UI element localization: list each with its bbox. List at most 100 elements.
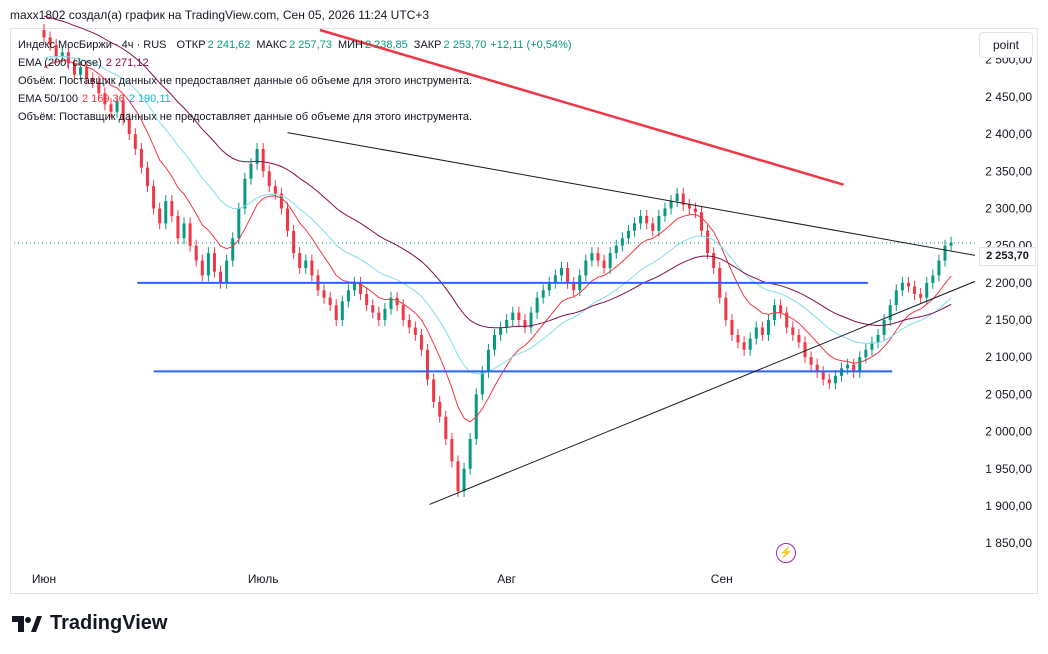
lightning-icon[interactable]: ⚡ (776, 543, 796, 563)
candle-body (608, 253, 612, 268)
chart-attribution: maxx1802 создал(а) график на TradingView… (10, 8, 430, 22)
y-tick-label: 1 950,00 (985, 462, 1032, 476)
candle-body (894, 290, 898, 306)
candle-body (906, 282, 910, 287)
candle-body (127, 119, 131, 135)
y-tick-label: 2 300,00 (985, 201, 1032, 215)
candle-body (438, 401, 442, 417)
candle-body (194, 245, 198, 261)
candle-body (511, 312, 515, 321)
candle-body (152, 186, 156, 209)
y-tick-label: 2 400,00 (985, 127, 1032, 141)
ohlc-label-2: МИН (337, 39, 363, 51)
brand-name: TradingView (50, 612, 168, 634)
candle-body (91, 78, 95, 83)
candle-body (541, 290, 545, 298)
candle-body (279, 193, 283, 209)
candle-body (651, 223, 655, 231)
ohlc-value-0: 2 241,62 (207, 39, 251, 51)
candle-body (584, 260, 588, 276)
candle-body (401, 305, 405, 321)
candle-body (359, 282, 363, 294)
ohlc-label-1: МАКС (256, 39, 288, 51)
candle-body (760, 327, 764, 335)
candle-body (803, 342, 807, 358)
candle-body (54, 44, 58, 57)
y-tick-label: 2 000,00 (985, 425, 1032, 439)
candle-body (736, 334, 740, 343)
candle-body (365, 294, 369, 306)
candle-body (937, 260, 941, 276)
y-tick-label: 1 900,00 (985, 499, 1032, 513)
support-trendline (429, 280, 976, 505)
ema200-value: 2 271,12 (105, 57, 149, 69)
candle-body (699, 212, 703, 231)
candle-body (657, 215, 661, 231)
candle-body (633, 223, 637, 231)
candle-body (450, 439, 454, 462)
ema200-row[interactable]: EMA (200, close) 2 271,12 (18, 54, 572, 72)
candle-body (334, 305, 338, 321)
candle-body (267, 171, 271, 187)
candle-body (79, 67, 83, 75)
y-tick-label: 2 100,00 (985, 350, 1032, 364)
ema50100-row[interactable]: EMA 50/100 2 169,36 2 190,11 (18, 90, 572, 108)
candle-body (273, 186, 277, 194)
symbol-label[interactable]: Индекс МосБиржи · 4ч · RUS (18, 39, 167, 51)
candle-body (85, 67, 89, 79)
candle-body (675, 193, 679, 202)
candle-body (395, 297, 399, 306)
candle-body (639, 215, 643, 224)
scale-mode-button[interactable]: point (979, 32, 1033, 58)
candle-body (419, 334, 423, 350)
candle-body (505, 320, 509, 328)
candle-body (72, 63, 76, 75)
ema100-line (43, 55, 952, 375)
candle-body (535, 297, 539, 313)
candle-body (882, 320, 886, 335)
volume-note-1: Объём: Поставщик данных не предоставляет… (18, 75, 473, 87)
candle-body (900, 282, 904, 291)
candle-body (212, 253, 216, 272)
candle-body (931, 275, 935, 283)
volume-row-2[interactable]: Объём: Поставщик данных не предоставляет… (18, 108, 572, 126)
candle-body (383, 308, 387, 321)
candle-body (225, 260, 229, 283)
candle-body (389, 297, 393, 309)
volume-row-1[interactable]: Объём: Поставщик данных не предоставляет… (18, 72, 572, 90)
candle-body (121, 100, 125, 120)
ohlc-value-3: 2 253,70 (443, 39, 487, 51)
candle-body (426, 349, 430, 380)
symbol-row: Индекс МосБиржи · 4ч · RUS ОТКР 2 241,62 М… (18, 36, 572, 54)
ema100-value: 2 190,11 (128, 93, 171, 105)
ema50100-label: EMA 50/100 (18, 93, 78, 105)
candle-body (328, 297, 332, 306)
candle-body (97, 82, 101, 94)
candle-body (499, 327, 503, 335)
candle-body (925, 282, 929, 298)
candle-body (158, 208, 162, 224)
candle-body (815, 364, 819, 373)
candle-body (182, 223, 186, 239)
candle-body (748, 338, 752, 350)
candle-body (480, 372, 484, 395)
chart-frame (10, 28, 1038, 594)
ema50-line (43, 59, 952, 423)
candle-body (614, 245, 618, 254)
candle-body (797, 334, 801, 343)
candle-body (559, 267, 563, 276)
x-tick-label: Июль (248, 572, 279, 586)
candle-body (766, 320, 770, 335)
candle-body (371, 305, 375, 313)
candle-body (827, 379, 831, 384)
candle-body (456, 461, 460, 492)
last-price-badge: 2 253,70 (979, 247, 1036, 266)
candle-body (730, 320, 734, 335)
candle-body (145, 167, 149, 187)
candle-body (693, 208, 697, 213)
ohlc-label-3: ЗАКР (413, 39, 442, 51)
candle-body (949, 242, 953, 246)
candle-body (620, 238, 624, 246)
candle-body (596, 253, 600, 261)
tradingview-brand[interactable]: TradingView (12, 612, 167, 635)
